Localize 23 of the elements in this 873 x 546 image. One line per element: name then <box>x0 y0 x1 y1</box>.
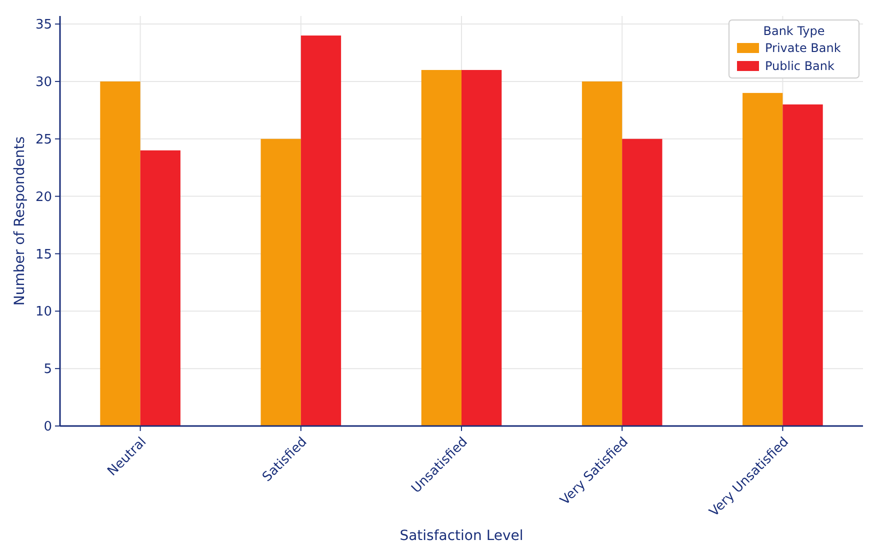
y-tick-label: 5 <box>44 362 52 378</box>
bar <box>300 36 342 426</box>
bar <box>742 92 783 426</box>
bar <box>100 81 140 426</box>
y-axis-title: Number of Respondents <box>12 136 28 306</box>
legend-label: Public Bank <box>765 59 835 74</box>
y-tick-label: 0 <box>44 420 52 435</box>
bar <box>260 138 301 426</box>
legend-label: Private Bank <box>765 41 841 56</box>
y-tick-label: 35 <box>35 18 52 33</box>
y-tick-label: 15 <box>35 247 52 262</box>
y-tick-label: 25 <box>35 132 52 148</box>
bar <box>462 70 502 426</box>
bar <box>582 81 622 426</box>
legend-title: Bank Type <box>763 24 825 38</box>
bar <box>140 150 180 426</box>
y-tick-label: 20 <box>35 190 52 205</box>
y-tick-label: 10 <box>35 304 52 320</box>
bar <box>421 70 462 426</box>
bar <box>782 104 823 426</box>
bar <box>622 138 662 426</box>
x-axis-title: Satisfaction Level <box>400 528 524 544</box>
y-tick-label: 30 <box>35 75 52 90</box>
